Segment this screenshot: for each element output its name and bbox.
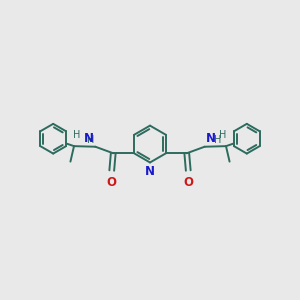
Text: N: N (145, 165, 155, 178)
Text: O: O (107, 176, 117, 190)
Text: O: O (183, 176, 193, 190)
Text: H: H (214, 135, 221, 145)
Text: H: H (219, 130, 227, 140)
Text: H: H (73, 130, 81, 140)
Text: H: H (87, 135, 94, 145)
Text: N: N (84, 132, 94, 145)
Text: N: N (206, 132, 216, 145)
